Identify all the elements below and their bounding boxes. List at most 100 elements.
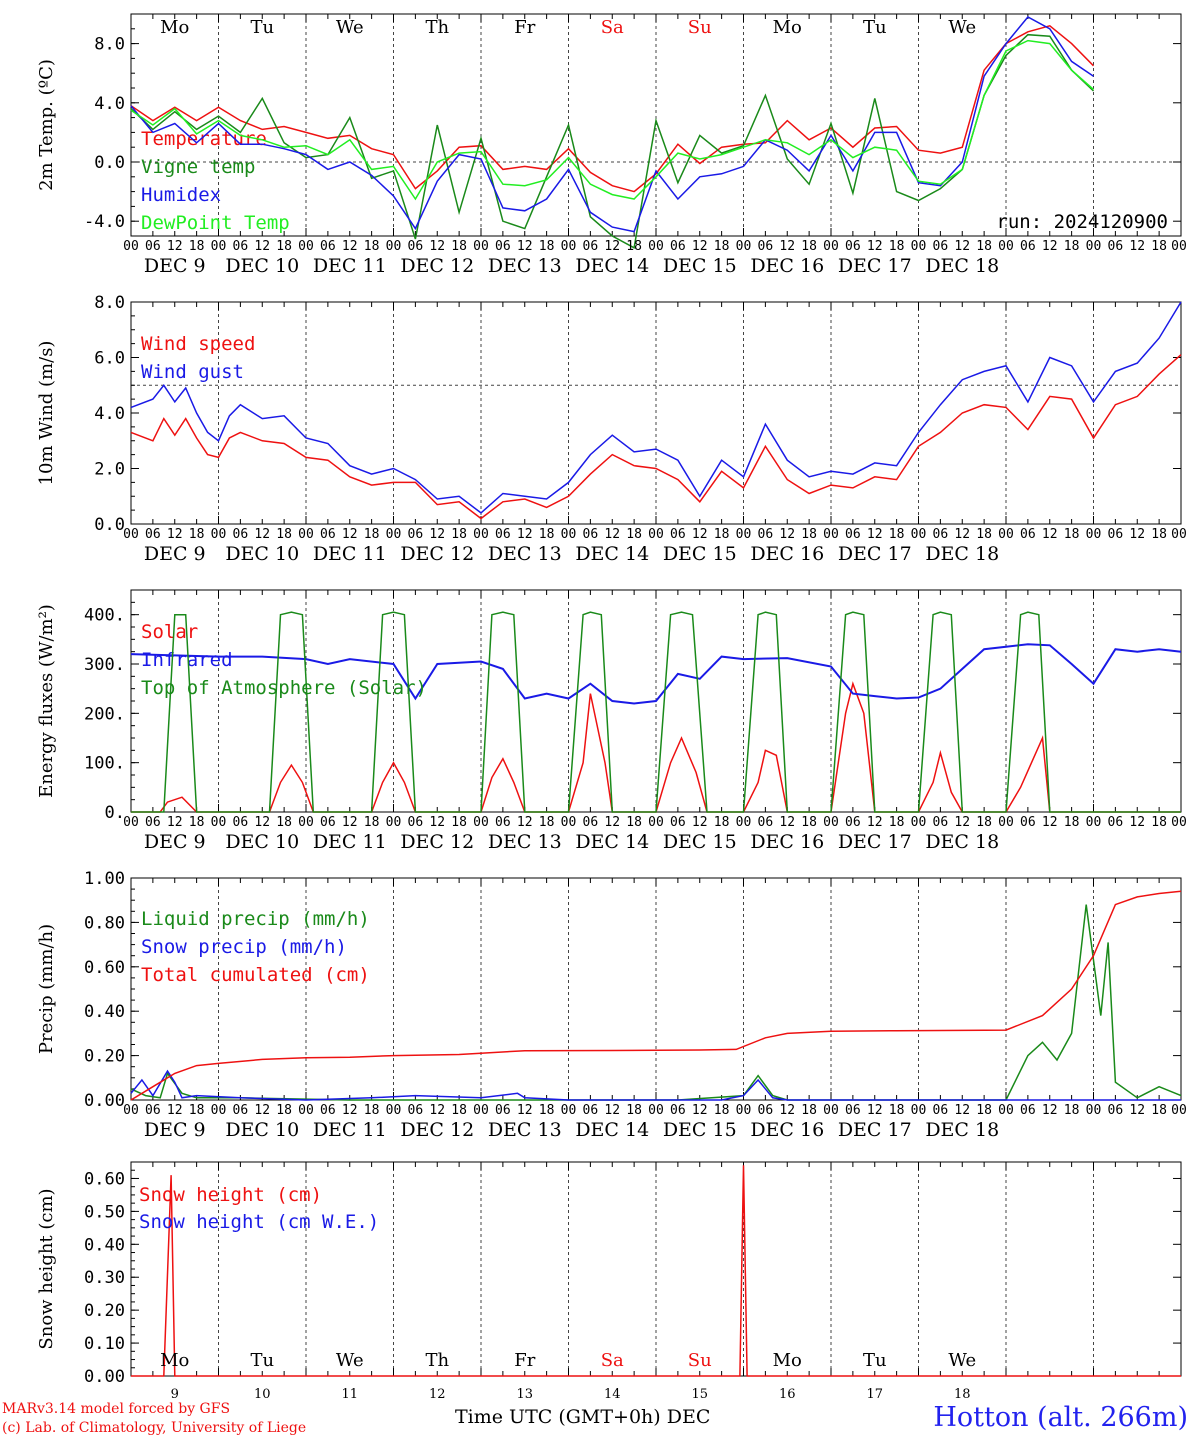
hour-tick-label: 18	[189, 239, 205, 254]
hour-tick-label: 12	[954, 239, 970, 254]
hour-tick-label: 00	[1086, 527, 1102, 542]
date-label: DEC 15	[663, 831, 737, 853]
weekday-label: Tu	[250, 1350, 274, 1371]
y-tick-label: 0.	[105, 803, 125, 823]
hour-tick-label: 00	[473, 815, 489, 830]
series-line-lightgreen	[130, 39, 1094, 201]
legend-entry: Snow height (cm)	[139, 1184, 322, 1206]
hour-tick-label: 00	[823, 1103, 839, 1118]
y-tick-label: 6.0	[94, 349, 125, 369]
hour-tick-label: 12	[342, 527, 358, 542]
date-label: DEC 16	[750, 831, 824, 853]
hour-tick-label: 18	[1151, 527, 1167, 542]
weekday-label: Tu	[863, 1350, 887, 1371]
date-label: DEC 13	[488, 255, 562, 277]
date-label: DEC 9	[144, 831, 206, 853]
hour-tick-label: 00	[298, 1103, 314, 1118]
hour-tick-label: 18	[364, 527, 380, 542]
weekday-label: We	[336, 1350, 364, 1371]
hour-tick-label: 00	[386, 815, 402, 830]
hour-tick-label: 00	[123, 527, 139, 542]
hour-tick-label: 18	[801, 1103, 817, 1118]
hour-tick-label: 12	[254, 239, 270, 254]
hour-tick-label: 06	[670, 815, 686, 830]
hour-tick-label: 00	[736, 1103, 752, 1118]
series-line-green	[131, 611, 1181, 813]
hour-tick-label: 00	[998, 1103, 1014, 1118]
hour-tick-label: 18	[539, 239, 555, 254]
hour-tick-label: 12	[1129, 527, 1145, 542]
hour-tick-label: 18	[889, 1103, 905, 1118]
hour-tick-label: 18	[451, 1103, 467, 1118]
hour-tick-label: 00	[386, 1103, 402, 1118]
weekday-label: Sa	[601, 1350, 624, 1371]
legend-entry: Temperature	[141, 128, 267, 150]
hour-tick-label: 12	[517, 815, 533, 830]
y-tick-label: 2.0	[94, 460, 125, 480]
hour-tick-label: 06	[145, 239, 161, 254]
hour-tick-label: 00	[298, 815, 314, 830]
legend-entry: Top of Atmosphere (Solar)	[141, 677, 427, 699]
date-label: DEC 17	[838, 255, 912, 277]
day-number-label: 16	[779, 1387, 796, 1402]
legend-entry: Wind speed	[141, 333, 255, 355]
weekday-label: Tu	[250, 17, 274, 38]
hour-tick-label: 06	[233, 815, 249, 830]
hour-tick-label: 06	[320, 815, 336, 830]
legend-entry: Humidex	[141, 184, 221, 206]
date-label: DEC 17	[838, 831, 912, 853]
hour-tick-label: 00	[648, 527, 664, 542]
weekday-label: We	[948, 17, 976, 38]
hour-tick-label: 06	[933, 1103, 949, 1118]
date-label: DEC 15	[663, 255, 737, 277]
y-tick-label: 0.40	[84, 1235, 125, 1255]
hour-tick-label: 06	[1108, 527, 1124, 542]
hour-tick-label: 06	[1108, 1103, 1124, 1118]
y-tick-label: 8.0	[94, 293, 125, 313]
hour-tick-label: 06	[583, 527, 599, 542]
hour-tick-label: 12	[342, 815, 358, 830]
hour-tick-label: 06	[1020, 527, 1036, 542]
hour-tick-label: 00	[561, 239, 577, 254]
legend-entry: Total cumulated (cm)	[141, 964, 370, 986]
y-tick-label: 8.0	[94, 35, 125, 55]
hour-tick-label: 12	[867, 815, 883, 830]
hour-tick-label: 12	[1129, 239, 1145, 254]
hour-tick-label: 00	[211, 239, 227, 254]
hour-tick-label: 06	[758, 527, 774, 542]
hour-tick-label: 12	[867, 1103, 883, 1118]
hour-tick-label: 12	[517, 239, 533, 254]
hour-tick-label: 12	[254, 527, 270, 542]
hour-tick-label: 18	[1151, 239, 1167, 254]
hour-tick-label: 00	[736, 527, 752, 542]
run-annotation: run: 2024120900	[996, 211, 1168, 233]
hour-tick-label: 06	[583, 1103, 599, 1118]
day-number-label: 12	[429, 1387, 446, 1402]
weekday-label: Mo	[773, 1350, 802, 1371]
date-label: DEC 13	[488, 831, 562, 853]
hour-tick-label: 00	[648, 1103, 664, 1118]
hour-tick-label: 00	[648, 815, 664, 830]
hour-tick-label: 12	[604, 527, 620, 542]
series-line-blue	[130, 301, 1182, 514]
hour-tick-label: 12	[779, 815, 795, 830]
hour-tick-label: 12	[429, 239, 445, 254]
date-label: DEC 13	[488, 543, 562, 565]
hour-tick-label: 06	[495, 239, 511, 254]
legend-entry: Vigne temp	[141, 156, 255, 178]
y-tick-label: 0.00	[84, 1367, 125, 1387]
date-label: DEC 12	[400, 255, 474, 277]
hour-tick-label: 12	[1042, 1103, 1058, 1118]
date-label: DEC 16	[750, 543, 824, 565]
hour-tick-label: 12	[1042, 527, 1058, 542]
hour-tick-label: 12	[254, 815, 270, 830]
hour-tick-label: 06	[670, 527, 686, 542]
hour-tick-label: 12	[604, 1103, 620, 1118]
hour-tick-label: 18	[1151, 815, 1167, 830]
date-label: DEC 17	[838, 543, 912, 565]
y-axis-label: 10m Wind (m/s)	[36, 341, 57, 486]
hour-tick-label: 18	[451, 527, 467, 542]
y-tick-label: 0.00	[84, 1091, 125, 1111]
date-label: DEC 10	[225, 1119, 299, 1141]
hour-tick-label: 12	[954, 815, 970, 830]
